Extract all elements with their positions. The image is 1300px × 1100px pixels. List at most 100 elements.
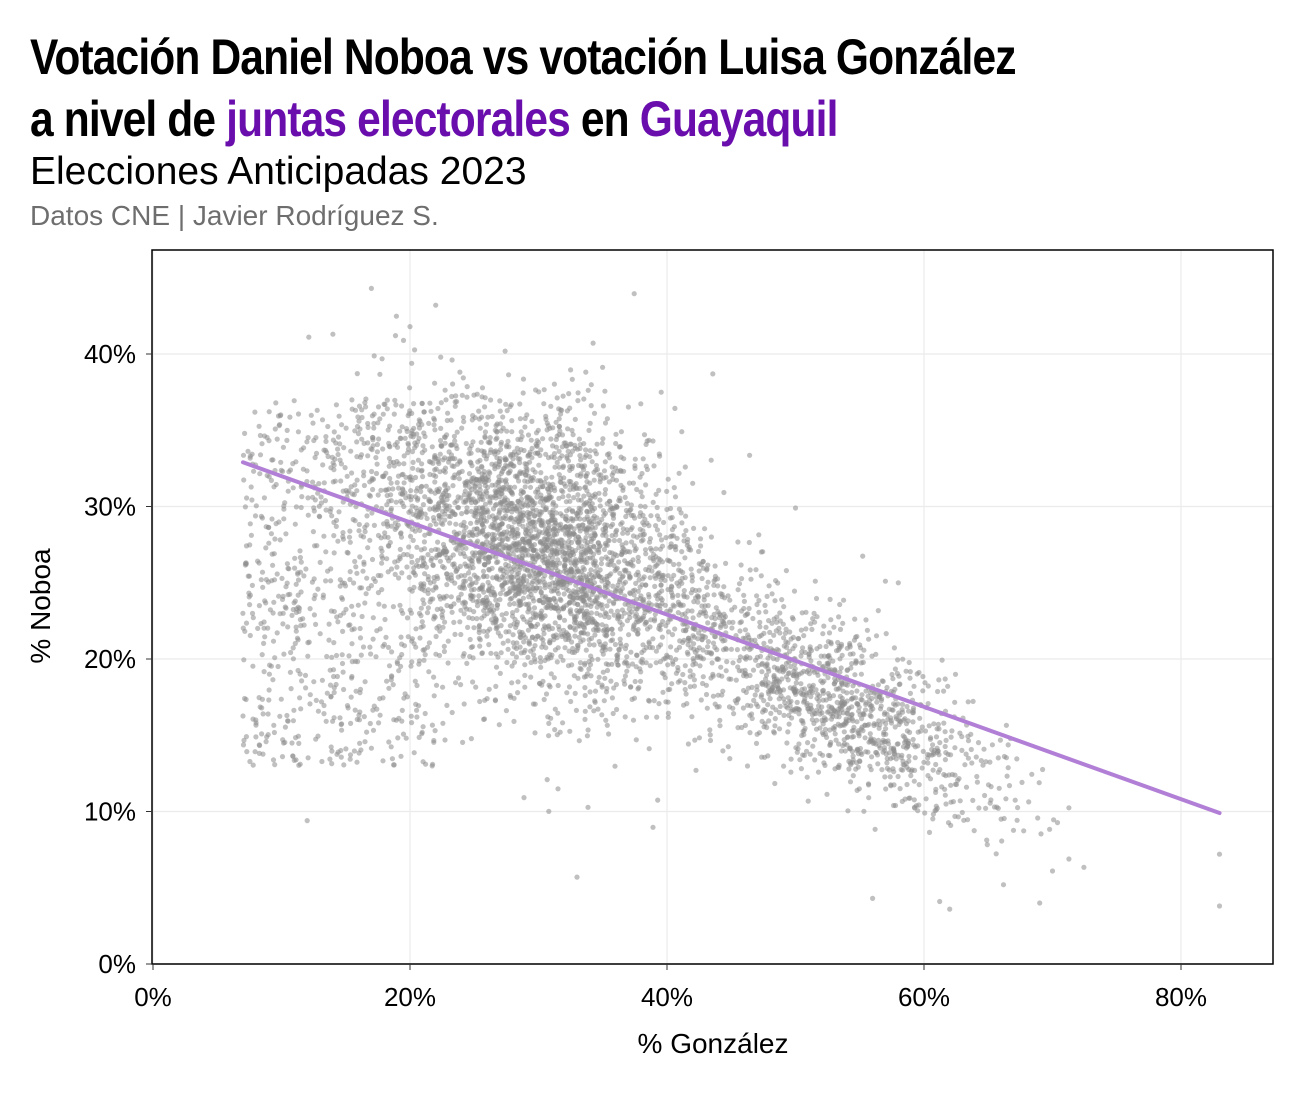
data-point <box>431 415 437 421</box>
data-point <box>840 620 846 626</box>
data-point <box>712 633 718 640</box>
data-point <box>996 785 1002 791</box>
data-point <box>253 503 259 509</box>
data-point <box>708 534 715 540</box>
data-point <box>578 463 585 469</box>
data-point <box>307 606 313 612</box>
data-point <box>247 592 253 598</box>
data-point <box>359 585 365 591</box>
data-point <box>753 740 760 747</box>
data-point <box>651 551 657 558</box>
data-point <box>658 577 664 583</box>
data-point <box>640 456 646 462</box>
data-point <box>419 422 425 428</box>
data-point <box>825 661 831 667</box>
data-point <box>460 414 466 420</box>
data-point <box>566 684 573 690</box>
data-point <box>560 463 567 469</box>
data-point <box>570 597 576 603</box>
data-point <box>493 554 499 560</box>
data-point <box>411 750 417 756</box>
data-point <box>370 707 376 713</box>
data-point <box>1010 827 1017 833</box>
data-point <box>545 714 551 720</box>
data-point <box>466 570 472 576</box>
data-point <box>522 540 528 546</box>
data-point <box>477 483 483 489</box>
data-point <box>452 472 458 478</box>
data-point <box>529 580 535 586</box>
data-point <box>386 440 392 446</box>
data-point <box>910 736 916 743</box>
data-point <box>627 591 634 597</box>
data-point <box>665 714 671 720</box>
data-point <box>414 544 420 550</box>
data-point <box>514 619 521 625</box>
data-point <box>730 660 736 666</box>
data-point <box>335 434 342 440</box>
data-point <box>567 482 573 488</box>
data-point <box>640 537 646 543</box>
data-point <box>393 717 399 723</box>
data-point <box>288 686 294 692</box>
data-point <box>527 484 534 490</box>
data-point <box>314 543 320 549</box>
data-point <box>479 463 485 469</box>
data-point <box>652 573 658 579</box>
data-point <box>555 682 561 689</box>
data-point <box>611 511 617 517</box>
data-point <box>597 497 603 503</box>
data-point <box>936 726 942 732</box>
data-point <box>425 576 431 583</box>
data-point <box>540 615 546 621</box>
data-point <box>813 711 819 717</box>
data-point <box>868 713 874 720</box>
data-point <box>374 461 380 467</box>
data-point <box>414 682 420 689</box>
data-point <box>817 643 823 650</box>
data-point <box>580 564 586 571</box>
data-point <box>686 544 692 550</box>
data-point <box>247 542 253 548</box>
data-point <box>920 748 926 755</box>
data-point <box>576 545 582 551</box>
data-point <box>425 590 431 597</box>
data-point <box>322 498 328 504</box>
data-point <box>371 425 377 431</box>
data-point <box>762 602 768 609</box>
data-point <box>546 808 552 815</box>
data-point <box>341 610 347 616</box>
data-point <box>1014 756 1020 762</box>
data-point <box>352 407 359 413</box>
data-point <box>859 653 865 659</box>
data-point <box>933 734 940 740</box>
data-point <box>860 553 866 559</box>
data-point <box>647 663 653 669</box>
data-point <box>676 470 682 476</box>
data-point <box>625 663 631 669</box>
data-point <box>548 436 554 442</box>
data-point <box>352 428 358 434</box>
data-point <box>613 681 620 688</box>
data-point <box>394 660 400 667</box>
data-point <box>241 477 247 483</box>
data-point <box>332 478 338 484</box>
data-point <box>405 634 411 640</box>
data-point <box>812 619 818 625</box>
data-point <box>602 487 609 493</box>
data-point <box>550 501 556 507</box>
data-point <box>346 534 353 540</box>
data-point <box>414 485 421 491</box>
data-point <box>488 447 494 453</box>
data-point <box>653 523 659 529</box>
data-point <box>664 488 670 494</box>
data-point <box>814 717 820 723</box>
data-point <box>577 660 584 666</box>
data-point <box>591 544 597 550</box>
data-point <box>823 643 829 650</box>
data-point <box>481 561 488 568</box>
data-point <box>717 717 723 724</box>
data-point <box>475 447 481 453</box>
data-point <box>482 556 488 562</box>
data-point <box>469 475 475 482</box>
